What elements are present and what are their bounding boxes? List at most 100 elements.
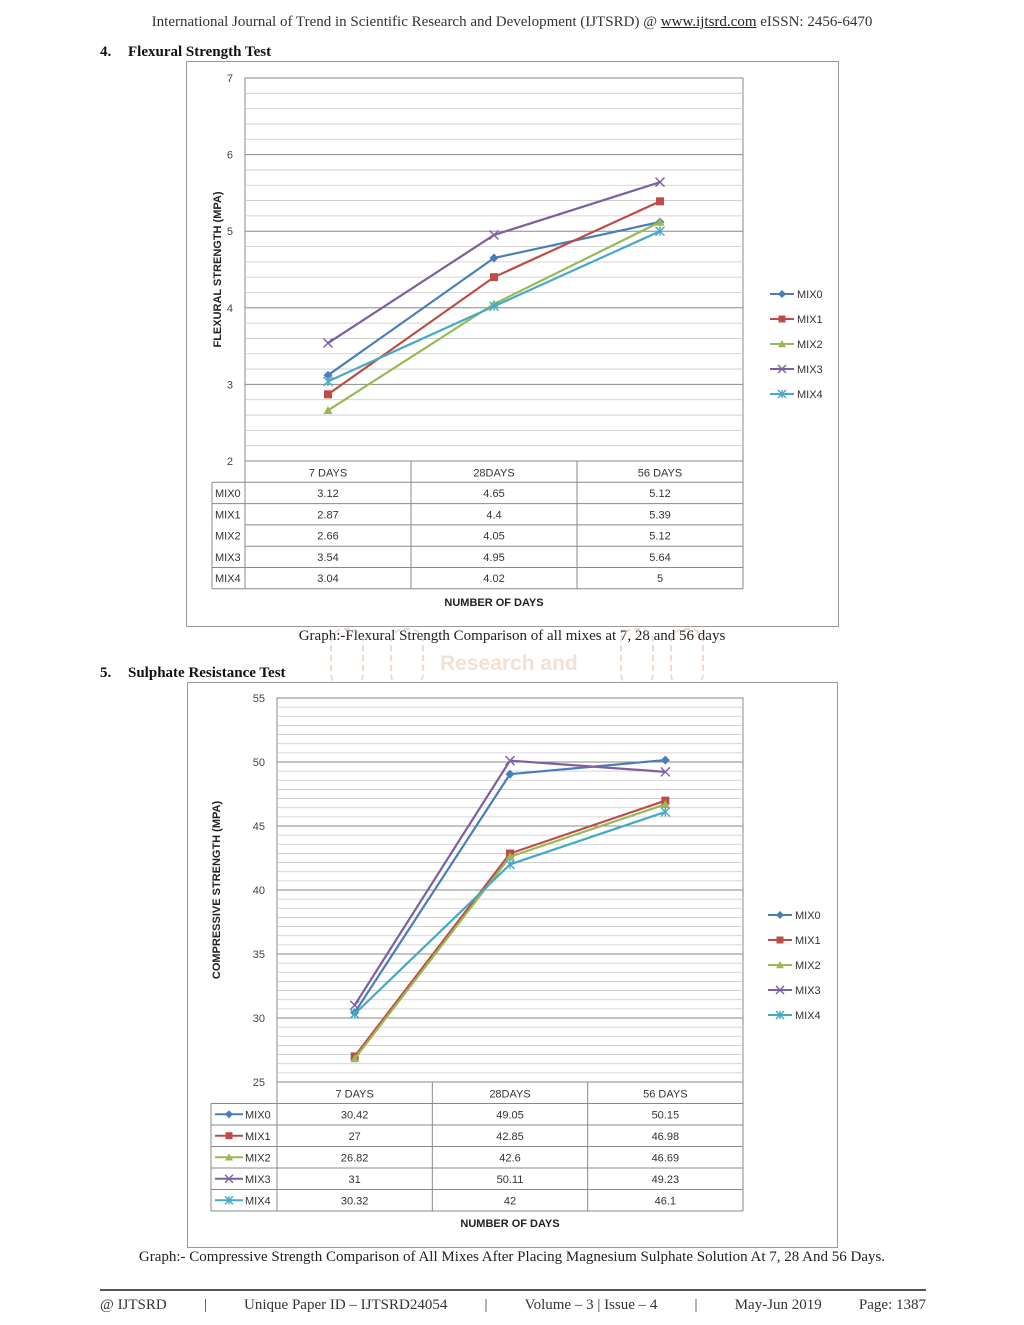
table-cell-value: 4.65	[483, 488, 504, 500]
data-point-mix0	[660, 755, 670, 765]
table-cell-value: 49.05	[496, 1109, 524, 1121]
y-tick-label: 2	[227, 456, 233, 468]
table-cell-value: 4.95	[483, 552, 504, 564]
category-label: 7 DAYS	[309, 467, 347, 479]
footer-separator: |	[203, 1297, 207, 1313]
legend-marker	[778, 290, 786, 298]
watermark-text: Research and	[440, 652, 578, 675]
journal-name: International Journal of Trend in Scient…	[151, 14, 661, 30]
table-series-label: MIX0	[215, 488, 241, 500]
plot-area	[244, 77, 744, 462]
legend-marker	[776, 911, 784, 919]
data-point-mix0	[505, 769, 515, 779]
footer-date: May-Jun 2019	[734, 1297, 822, 1313]
legend-label: MIX2	[795, 960, 821, 972]
category-label: 56 DAYS	[638, 467, 682, 479]
marker-stroke	[349, 1000, 360, 1011]
y-tick-label: 5	[227, 226, 233, 238]
data-point-mix2	[350, 1054, 360, 1063]
y-tick-label: 45	[253, 821, 265, 833]
data-point-mix3	[655, 177, 665, 188]
y-tick-label: 6	[227, 150, 233, 162]
flexural-strength-chart: 2 3 4 5 6 7 FLEXURAL STRENGTH (MPA) 7 DAYS 28DAY…	[186, 61, 839, 627]
table-series-label: MIX4	[215, 573, 241, 585]
table-legend-marker	[224, 1174, 234, 1184]
category-label: 7 DAYS	[336, 1089, 374, 1101]
section-title: Sulphate Resistance Test	[128, 665, 286, 681]
legend-label: MIX1	[797, 314, 823, 326]
marker-stroke	[777, 364, 787, 374]
data-point-mix3	[505, 755, 515, 766]
table-cell-value: 3.04	[317, 573, 338, 585]
data-point-mix2	[323, 405, 333, 415]
data-point-mix0	[323, 370, 333, 380]
section-heading-flexural: 4. Flexural Strength Test	[100, 44, 271, 61]
y-tick-label: 35	[253, 949, 265, 961]
footer-journal: @ IJTSRD	[100, 1297, 167, 1313]
chart-svg: 25 30 35 40 45 50 55 COMPRESSIVE STRENGTH (MPA)…	[210, 693, 821, 1230]
y-tick-label: 50	[253, 757, 265, 769]
data-point-mix4	[655, 226, 665, 237]
table-cell-value: 5.12	[649, 531, 670, 543]
data-point-mix2	[655, 217, 665, 226]
legend-label: MIX4	[795, 1010, 821, 1022]
legend-label: MIX0	[795, 910, 821, 922]
footer-paper-id: Unique Paper ID – IJTSRD24054	[244, 1297, 448, 1313]
category-label: 28DAYS	[489, 1089, 530, 1101]
table-cell-value: 30.42	[341, 1109, 369, 1121]
table-legend-marker	[224, 1195, 234, 1205]
series-line-mix2	[327, 221, 661, 412]
legend-label: MIX0	[797, 289, 823, 301]
data-point-mix1	[490, 273, 498, 282]
table-legend-marker	[225, 1153, 233, 1161]
data-point-mix4	[489, 301, 499, 312]
legend-marker	[777, 389, 787, 399]
table-legend-marker	[225, 1110, 233, 1119]
table-cell-value: 50.15	[652, 1109, 680, 1121]
legend-label: MIX1	[795, 935, 821, 947]
table-cell-value: 4.4	[486, 509, 501, 521]
footer-page-number: Page: 1387	[858, 1297, 926, 1313]
table-cell-value: 27	[349, 1131, 361, 1143]
data-point-mix3	[489, 230, 499, 241]
journal-header: International Journal of Trend in Scient…	[0, 14, 1024, 31]
data-point-mix4	[349, 1008, 360, 1019]
table-series-label: MIX3	[245, 1174, 271, 1186]
table-cell-value: 2.87	[317, 509, 338, 521]
chart-svg: 2 3 4 5 6 7 FLEXURAL STRENGTH (MPA) 7 DAYS 28DAY…	[211, 73, 823, 609]
table-cell-value: 5	[657, 573, 663, 585]
legend-marker	[776, 961, 784, 969]
watermark: Research and	[330, 628, 704, 688]
table-cell-value: 5.12	[649, 488, 670, 500]
table-series-label: MIX4	[245, 1195, 271, 1207]
y-tick-label: 4	[227, 303, 233, 315]
series-line-mix0	[353, 758, 666, 1014]
legend-marker	[775, 985, 785, 995]
table-cell-value: 42.85	[496, 1131, 524, 1143]
y-axis-title: COMPRESSIVE STRENGTH (MPA)	[211, 801, 223, 980]
y-tick-label: 55	[253, 693, 265, 705]
table-cell-value: 42	[504, 1195, 516, 1207]
legend-marker	[778, 340, 786, 348]
table-cell-value: 4.05	[483, 531, 504, 543]
category-label: 56 DAYS	[643, 1089, 687, 1101]
watermark-seal-left-inner	[390, 628, 424, 688]
marker-stroke	[655, 177, 665, 188]
page-footer: @ IJTSRD | Unique Paper ID – IJTSRD24054…	[100, 1297, 926, 1314]
data-point-mix4	[323, 376, 333, 387]
series-line-mix4	[353, 810, 666, 1015]
y-tick-label: 3	[227, 379, 233, 391]
table-cell-value: 30.32	[341, 1195, 369, 1207]
table-cell-value: 49.23	[652, 1174, 680, 1186]
section-title: Flexural Strength Test	[128, 44, 272, 60]
table-cell-value: 46.1	[655, 1195, 676, 1207]
table-cell-value: 42.6	[499, 1152, 520, 1164]
marker-stroke	[505, 755, 515, 766]
journal-url-link[interactable]: www.ijtsrd.com	[660, 14, 757, 30]
data-point-mix4	[505, 859, 515, 870]
data-point-mix3	[323, 338, 333, 349]
watermark-seal-left	[330, 628, 364, 688]
legend-label: MIX3	[797, 364, 823, 376]
legend-label: MIX2	[797, 339, 823, 351]
data-point-mix2	[505, 852, 515, 861]
